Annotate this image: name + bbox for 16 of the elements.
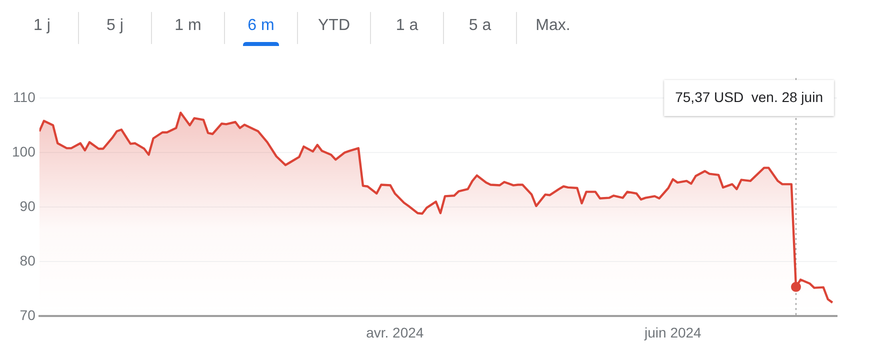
y-tick-label: 80 — [20, 252, 36, 269]
x-tick-label: avr. 2024 — [366, 324, 424, 340]
text: 5 j — [78, 12, 151, 44]
text: 6 m — [224, 12, 297, 44]
y-tick-label: 100 — [12, 143, 36, 160]
x-tick-label: juin 2024 — [644, 324, 702, 340]
y-tick-label: 70 — [20, 307, 36, 324]
y-tick-label: 90 — [20, 198, 36, 214]
text: 1 m — [151, 12, 224, 44]
text: YTD — [297, 12, 370, 44]
annotation: 75,37 USD ven. 28 juin — [675, 88, 823, 105]
text: 1 a — [370, 12, 443, 44]
y-tick-label: 110 — [13, 88, 36, 105]
text: Max. — [516, 12, 589, 44]
text: 5 a — [443, 12, 516, 44]
text: 1 j — [32, 16, 52, 36]
